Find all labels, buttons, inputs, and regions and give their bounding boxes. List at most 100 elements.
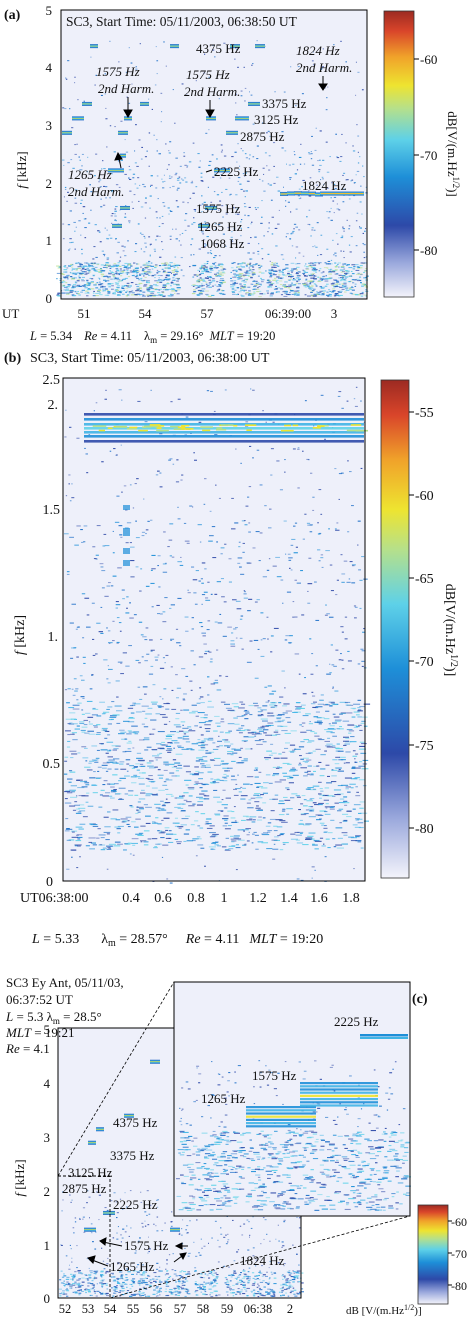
cbar-tick: -80 bbox=[451, 1279, 467, 1293]
xtick: 54 bbox=[104, 1302, 117, 1316]
cbar-tick: -75 bbox=[415, 739, 434, 754]
panel-c-inset-spectrogram bbox=[176, 1034, 411, 1211]
ytick: 5 bbox=[44, 1022, 51, 1037]
xtick: 1.8 bbox=[342, 891, 360, 906]
panel-b-cbar-ticks: -55 -60 -65 -70 -75 -80 bbox=[409, 406, 434, 837]
label-3125: 3125 Hz bbox=[254, 112, 299, 127]
ytick: 2 bbox=[44, 1184, 51, 1199]
panel-a-plot bbox=[60, 9, 368, 300]
xtick: 06:38 bbox=[244, 1302, 272, 1316]
cbar-tick: -55 bbox=[415, 406, 434, 421]
label-1575: 1575 Hz bbox=[124, 1238, 169, 1253]
ytick: 1 bbox=[44, 1238, 51, 1253]
xtick: 52 bbox=[59, 1302, 72, 1316]
panel-b-cbar-label: dB[V/(m.Hz1/2)] bbox=[442, 584, 459, 677]
xtick: UT bbox=[2, 306, 19, 321]
inset-label-1265: 1265 Hz bbox=[201, 1091, 246, 1106]
xtick: 57 bbox=[174, 1302, 187, 1316]
label-2875: 2875 Hz bbox=[62, 1181, 107, 1196]
panel-c-annotations: 4375 Hz 3375 Hz 3125 Hz 2875 Hz 2225 Hz … bbox=[62, 1115, 285, 1274]
panel-c-zoom-box bbox=[57, 1175, 111, 1299]
label-1824: 1824 Hz bbox=[302, 178, 347, 193]
label-1824-harm: 1824 Hz bbox=[296, 43, 340, 58]
panel-b-params: L = 5.33 λm = 28.57° Re = 4.11 MLT = 19:20 bbox=[31, 932, 323, 949]
panel-a-label: (a) bbox=[4, 8, 21, 23]
panel-a-xticks: UT 51 54 57 06:39:00 3 bbox=[2, 306, 337, 321]
label-3125: 3125 Hz bbox=[68, 1165, 113, 1180]
panel-b-header: SC3, Start Time: 05/11/2003, 06:38:00 UT bbox=[30, 351, 270, 366]
label-3375: 3375 Hz bbox=[110, 1148, 155, 1163]
panel-c-ylabel: f [kHz] bbox=[12, 1159, 27, 1196]
panel-b-xticks: UT06:38:00 0.4 0.6 0.8 1 1.2 1.4 1.6 1.8 bbox=[20, 891, 360, 906]
panel-b-label: (b) bbox=[4, 351, 21, 366]
ytick: 3 bbox=[44, 1130, 51, 1145]
label-4375: 4375 Hz bbox=[196, 41, 241, 56]
cbar-tick: -70 bbox=[420, 148, 437, 163]
ytick: 5 bbox=[46, 3, 53, 18]
inset-label-1575: 1575 Hz bbox=[252, 1068, 297, 1083]
label-3375: 3375 Hz bbox=[262, 96, 307, 111]
label-harm-b: 2nd Harm. bbox=[98, 81, 154, 96]
info-line-1: SC3 Ey Ant, 05/11/03, bbox=[6, 975, 124, 990]
label-1068: 1068 Hz bbox=[200, 236, 245, 251]
label-1265: 1265 Hz bbox=[198, 219, 243, 234]
xtick: 1 bbox=[221, 891, 228, 906]
ytick: 2.5 bbox=[43, 373, 61, 388]
cbar-tick: -60 bbox=[451, 1215, 467, 1229]
panel-a-annotations: 4375 Hz 1824 Hz 2nd Harm. 1575 Hz 2nd Ha… bbox=[68, 41, 352, 251]
panel-b-colorbar bbox=[380, 379, 410, 879]
cbar-tick: -60 bbox=[415, 489, 434, 504]
label-1265: 1265 Hz bbox=[110, 1259, 155, 1274]
info-line-2: 06:37:52 UT bbox=[6, 992, 73, 1007]
xtick: 56 bbox=[150, 1302, 163, 1316]
ytick: 0.5 bbox=[43, 757, 61, 772]
info-line-4: MLT = 19:21 bbox=[5, 1025, 74, 1040]
ytick: 0 bbox=[44, 1291, 51, 1306]
panel-c-xticks: 52 53 54 55 56 57 58 59 06:38 2 bbox=[59, 1302, 293, 1316]
xtick: 1.2 bbox=[249, 891, 267, 906]
xtick: 55 bbox=[127, 1302, 140, 1316]
label-harm-a: 2nd Harm. bbox=[296, 60, 352, 75]
ytick: 3 bbox=[46, 118, 53, 133]
ytick: 4 bbox=[46, 60, 53, 75]
panel-c-label: (c) bbox=[412, 992, 428, 1007]
panel-c-yticks: 0 1 2 3 4 5 bbox=[44, 1022, 51, 1306]
label-2225: 2225 Hz bbox=[113, 1197, 158, 1212]
ytick: 0 bbox=[46, 875, 53, 890]
xtick: 06:39:00 bbox=[265, 306, 311, 321]
panel-a-params: L = 5.34 Re = 4.11 λm = 29.16° MLT = 19:20 bbox=[29, 329, 275, 345]
xtick: 1.6 bbox=[310, 891, 328, 906]
xtick: 0.8 bbox=[187, 891, 205, 906]
ytick: 1. bbox=[48, 630, 59, 645]
cbar-tick: -60 bbox=[420, 52, 437, 67]
xtick: 0.4 bbox=[122, 891, 140, 906]
panel-c-arrows bbox=[87, 1237, 188, 1267]
info-line-3: L = 5.3 λm = 28.5° bbox=[5, 1009, 102, 1026]
panel-a-arrows bbox=[114, 76, 328, 173]
xtick: UT06:38:00 bbox=[20, 891, 88, 906]
xtick: 57 bbox=[201, 306, 215, 321]
inset-label-2225: 2225 Hz bbox=[334, 1014, 379, 1029]
xtick: 53 bbox=[82, 1302, 95, 1316]
xtick: 58 bbox=[197, 1302, 210, 1316]
cbar-tick: -80 bbox=[415, 822, 434, 837]
ytick: 1.5 bbox=[43, 503, 61, 518]
panel-c-inset-labels: 2225 Hz 1575 Hz 1265 Hz bbox=[201, 1014, 379, 1106]
panel-b-ylabel: f [kHz] bbox=[13, 615, 28, 655]
panel-b-yticks: 0 0.5 1. 1.5 2. 2.5 bbox=[43, 373, 61, 890]
xtick: 54 bbox=[139, 306, 153, 321]
panel-c-colorbar bbox=[417, 1204, 449, 1305]
cbar-tick: -65 bbox=[415, 572, 434, 587]
ytick: 0 bbox=[46, 291, 53, 306]
ytick: 4 bbox=[44, 1076, 51, 1091]
info-line-5: Re = 4.1 bbox=[5, 1041, 50, 1056]
panel-b-plot bbox=[62, 377, 366, 882]
panel-c-cbar-label: dB [V/(m.Hz1/2)] bbox=[346, 1303, 422, 1317]
panel-c-info: SC3 Ey Ant, 05/11/03, 06:37:52 UT L = 5.… bbox=[5, 975, 124, 1056]
ytick: 1 bbox=[46, 233, 53, 248]
panel-b-spectrogram bbox=[64, 386, 371, 884]
panel-a-ylabel: f [kHz] bbox=[14, 151, 29, 188]
xtick: 0.6 bbox=[154, 891, 172, 906]
xtick: 3 bbox=[331, 306, 338, 321]
